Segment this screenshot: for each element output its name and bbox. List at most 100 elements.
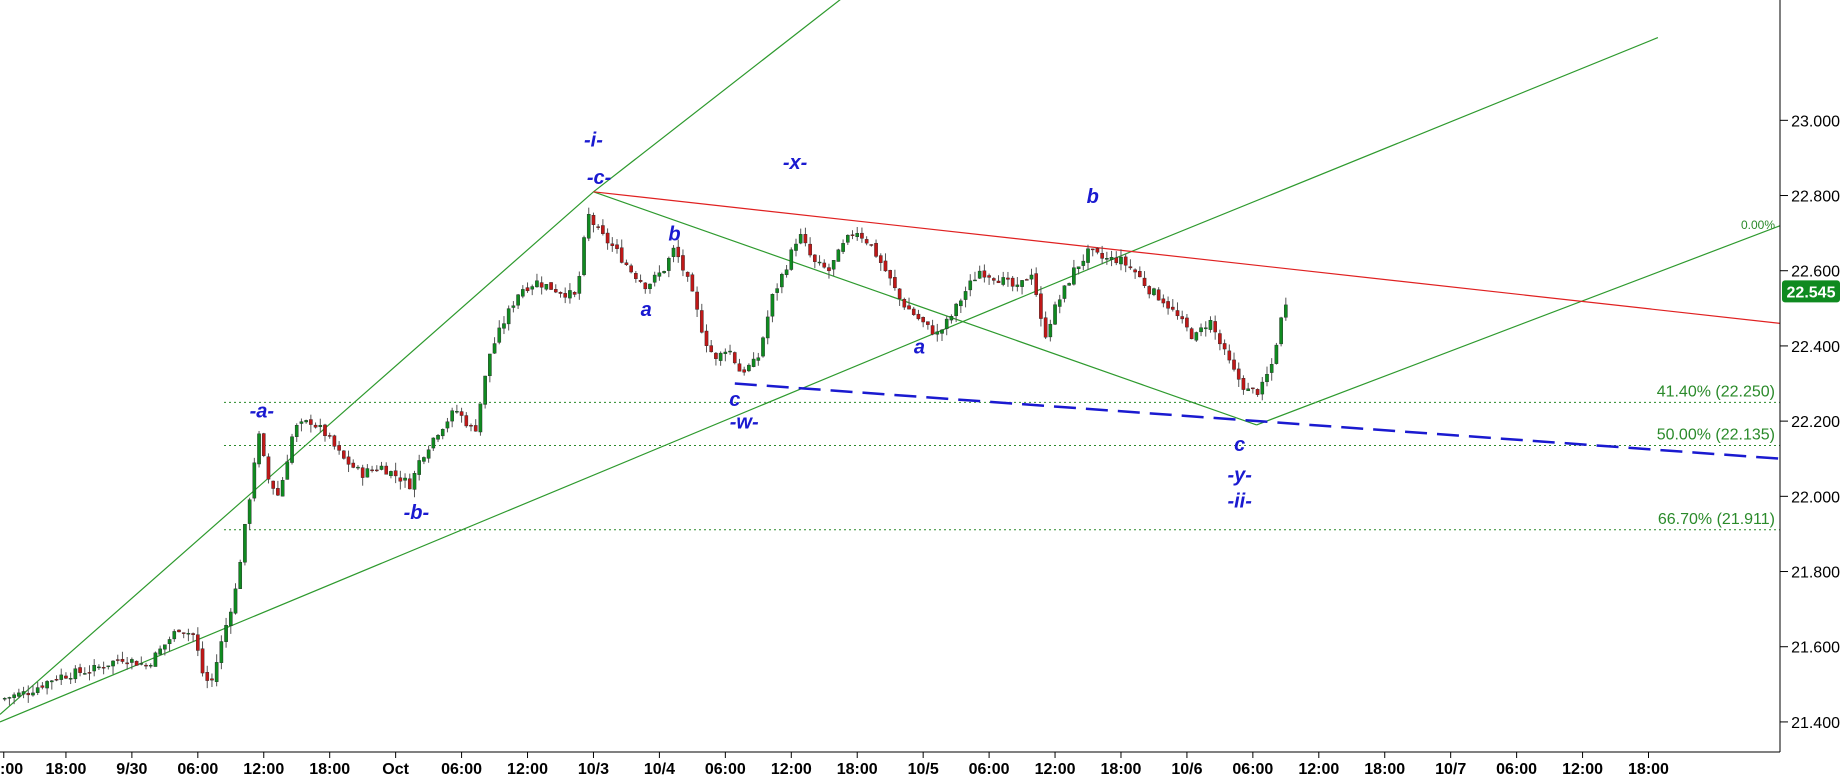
candle-up <box>784 269 789 276</box>
candle-up <box>521 289 525 297</box>
wave-label: -ii- <box>1227 491 1252 513</box>
candle-up <box>450 410 454 422</box>
last-price-value: 22.545 <box>1787 284 1836 301</box>
candle-down <box>827 267 831 272</box>
candle-down <box>893 277 897 289</box>
candle-up <box>167 639 172 645</box>
candle-down <box>1227 350 1232 361</box>
candle-up <box>935 331 940 335</box>
candle-down <box>1218 333 1222 345</box>
y-tick-label: 22.400 <box>1791 339 1840 356</box>
wave-label: -b- <box>404 502 430 524</box>
candle-down <box>1138 271 1142 278</box>
candle-up <box>1284 304 1288 318</box>
x-tick-label: 06:00 <box>177 761 218 776</box>
x-tick-label: 10/5 <box>908 761 939 776</box>
x-tick-label: 10/6 <box>1171 761 1202 776</box>
candle-up <box>1194 332 1199 341</box>
candle-up <box>1269 364 1274 373</box>
candle-down <box>982 270 987 278</box>
x-tick-label: 10/7 <box>1435 761 1466 776</box>
candle-down <box>313 424 318 428</box>
candle-up <box>770 294 775 317</box>
candle-down <box>572 292 577 295</box>
candle-up <box>728 350 732 353</box>
candle-down <box>930 325 935 335</box>
candle-down <box>525 287 530 292</box>
candle-up <box>186 632 191 635</box>
candle-up <box>846 234 850 243</box>
blue-dashed-trendline <box>734 382 1780 460</box>
candle-down <box>1170 306 1175 310</box>
candle-down <box>1010 277 1015 287</box>
candle-down <box>699 310 704 333</box>
candle-down <box>1236 368 1241 380</box>
candle-up <box>59 674 64 680</box>
last-price-badge: 22.545 <box>1782 280 1840 303</box>
candle-up <box>780 274 784 288</box>
x-tick-label: 12:00 <box>507 761 548 776</box>
candle-up <box>17 692 21 697</box>
candle-up <box>233 588 238 614</box>
candle-up <box>836 249 841 262</box>
candle-down <box>1006 277 1010 280</box>
x-tick-label: 12:00 <box>1562 761 1603 776</box>
candle-down <box>634 273 638 279</box>
x-tick-label: 12:00 <box>771 761 812 776</box>
candle-down <box>332 435 337 447</box>
x-tick-label: 06:00 <box>441 761 482 776</box>
x-tick-label: 10/4 <box>644 761 675 776</box>
wave-label: b <box>1087 186 1099 208</box>
candle-up <box>172 631 177 640</box>
candle-down <box>473 425 478 432</box>
candle-down <box>266 456 271 480</box>
candle-down <box>54 679 59 681</box>
candle-up <box>841 243 845 252</box>
candle-up <box>2 697 7 700</box>
candle-up <box>73 668 78 680</box>
red-trendline <box>593 191 1780 324</box>
candle-down <box>1128 266 1133 269</box>
x-tick-label: 12:00 <box>1298 761 1339 776</box>
candle-down <box>1255 389 1260 395</box>
candle-up <box>1109 257 1114 260</box>
candle-down <box>351 462 356 468</box>
candle-up <box>747 364 751 372</box>
candle-up <box>1265 374 1269 383</box>
candle-down <box>177 629 181 633</box>
candle-down <box>1222 343 1227 350</box>
candle-up <box>949 316 954 321</box>
candle-up <box>148 664 153 667</box>
candle-down <box>808 243 812 256</box>
candle-down <box>803 234 808 244</box>
x-tick-label: 12:00 <box>243 761 284 776</box>
y-tick-label: 22.200 <box>1791 414 1840 431</box>
candle-down <box>992 278 996 281</box>
candlesticks <box>2 207 1288 706</box>
candle-down <box>323 424 327 437</box>
candle-down <box>681 255 685 271</box>
candle-down <box>883 260 888 272</box>
candle-up <box>243 524 247 563</box>
candle-down <box>1241 378 1246 390</box>
trendlines <box>0 0 1780 723</box>
fib-level-label: 0.00% <box>1741 218 1775 232</box>
candle-up <box>544 284 549 290</box>
candle-up <box>285 461 290 480</box>
candle-down <box>261 433 266 456</box>
candle-down <box>1156 289 1161 301</box>
candle-up <box>648 283 652 290</box>
candle-up <box>954 303 958 317</box>
candle-up <box>158 648 162 655</box>
candle-down <box>200 648 205 674</box>
candle-down <box>64 675 68 679</box>
candle-up <box>1072 267 1076 285</box>
candle-down <box>822 262 827 268</box>
candle-down <box>601 225 605 234</box>
candle-up <box>219 641 224 663</box>
candle-up <box>492 343 497 354</box>
x-tick-label: 18:00 <box>1628 761 1669 776</box>
candle-up <box>1062 285 1067 299</box>
x-tick-label: 10/3 <box>578 761 609 776</box>
